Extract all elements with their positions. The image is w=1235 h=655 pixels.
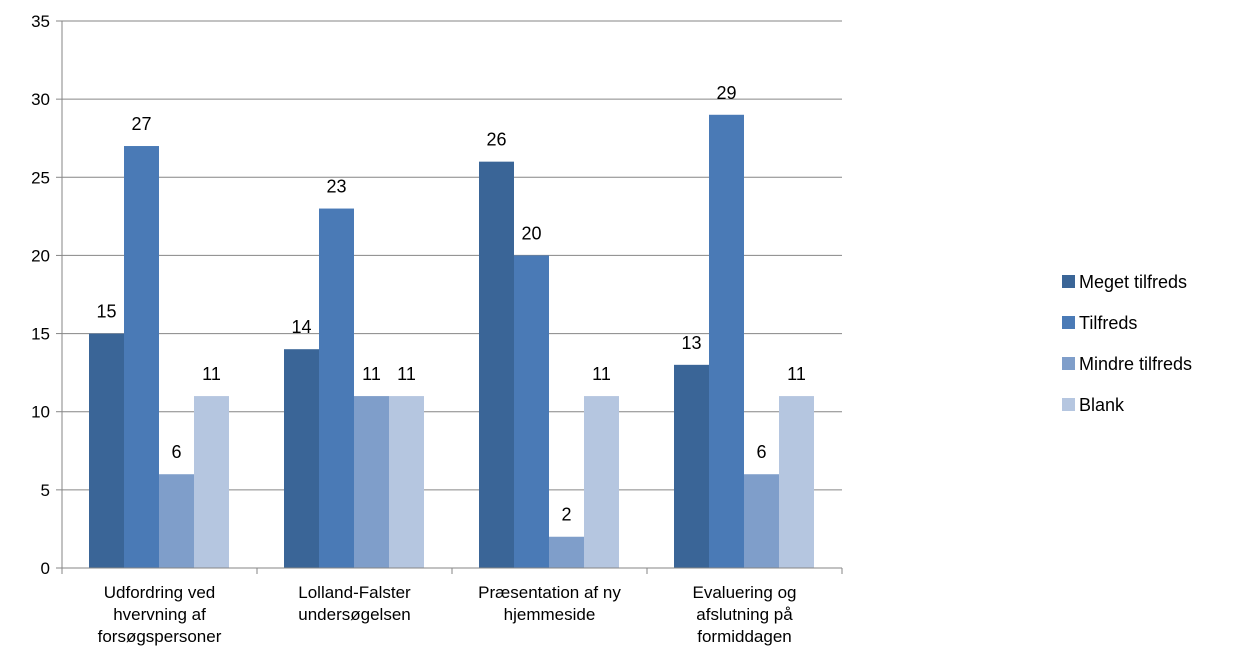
category-label: Udfordring ved <box>104 583 216 602</box>
bar <box>744 474 779 568</box>
category-label: Evaluering og <box>693 583 797 602</box>
bar <box>674 364 709 568</box>
data-label: 23 <box>326 177 346 197</box>
y-tick-label: 5 <box>41 481 50 500</box>
category-label: forsøgspersoner <box>98 627 222 646</box>
legend-swatch <box>1062 316 1075 329</box>
y-tick-label: 30 <box>31 90 50 109</box>
bar <box>159 474 194 568</box>
data-label: 13 <box>681 333 701 353</box>
bar <box>709 114 744 569</box>
category-label: Lolland-Falster <box>298 583 411 602</box>
category-label: formiddagen <box>697 627 792 646</box>
legend-label: Meget tilfreds <box>1079 272 1187 292</box>
y-tick-label: 10 <box>31 403 50 422</box>
data-label: 11 <box>362 364 381 384</box>
category-label: afslutning på <box>696 605 793 624</box>
category-label: hvervning af <box>113 605 206 624</box>
data-label: 26 <box>486 130 506 150</box>
category-label: undersøgelsen <box>298 605 410 624</box>
data-label: 11 <box>592 364 611 384</box>
legend-swatch <box>1062 275 1075 288</box>
bar <box>284 349 319 568</box>
bars <box>89 114 814 569</box>
data-label: 27 <box>131 114 151 134</box>
bar <box>549 536 584 568</box>
y-axis-ticks: 0 5 10 15 20 25 30 35 <box>31 12 62 578</box>
data-label: 15 <box>96 302 116 322</box>
bar <box>514 255 549 568</box>
data-label: 20 <box>521 223 541 243</box>
y-tick-label: 35 <box>31 12 50 31</box>
category-label: Præsentation af ny <box>478 583 621 602</box>
bar <box>389 396 424 568</box>
legend: Meget tilfreds Tilfreds Mindre tilfreds Bla… <box>1062 272 1192 415</box>
legend-label: Mindre tilfreds <box>1079 354 1192 374</box>
data-label: 11 <box>202 364 221 384</box>
data-label: 6 <box>171 442 181 462</box>
bar <box>779 396 814 568</box>
legend-swatch <box>1062 357 1075 370</box>
bar <box>319 208 354 569</box>
y-tick-label: 25 <box>31 168 50 187</box>
y-tick-label: 0 <box>41 559 50 578</box>
data-label: 11 <box>397 364 416 384</box>
legend-label: Blank <box>1079 395 1125 415</box>
y-tick-label: 15 <box>31 325 50 344</box>
legend-label: Tilfreds <box>1079 313 1137 333</box>
data-label: 2 <box>561 505 571 525</box>
data-label: 11 <box>787 364 806 384</box>
axes <box>61 21 843 574</box>
category-labels: Udfordring ved hvervning af forsøgspersone… <box>98 583 797 646</box>
bar <box>89 333 124 568</box>
data-label: 14 <box>291 317 311 337</box>
bar <box>584 396 619 568</box>
y-tick-label: 20 <box>31 246 50 265</box>
bar <box>479 161 514 568</box>
legend-swatch <box>1062 398 1075 411</box>
gridlines <box>62 20 842 491</box>
bar <box>194 396 229 568</box>
bar <box>354 396 389 568</box>
bar <box>124 146 159 568</box>
data-label: 29 <box>716 83 736 103</box>
category-label: hjemmeside <box>504 605 596 624</box>
data-label: 6 <box>756 442 766 462</box>
